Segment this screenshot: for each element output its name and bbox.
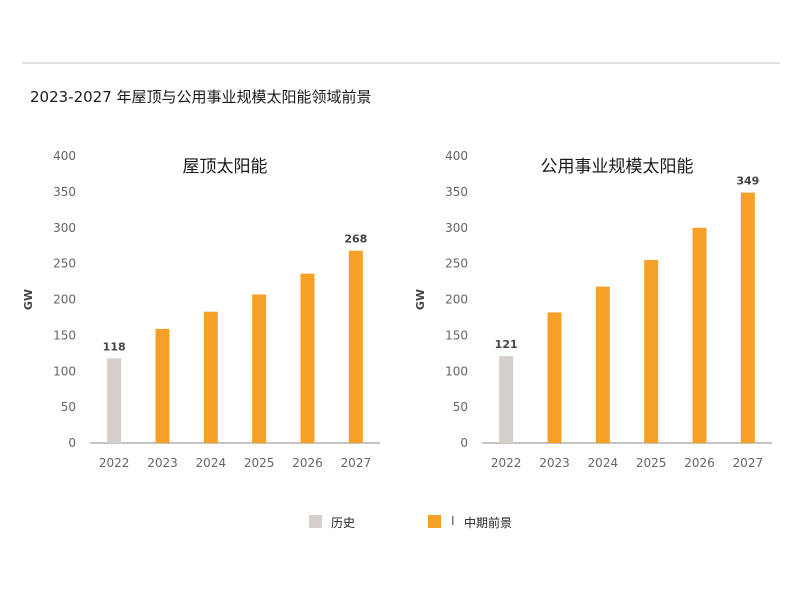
x-tick-label: 2024 [196,456,227,470]
y-tick-label: 300 [445,221,468,235]
rooftop-solar-chart: 屋顶太阳能 GW 0 50 100 150 200 250 300 350 400 118 2022 20… [22,149,380,470]
legend-history-label: 历史 [331,516,356,530]
y-tick-label: 400 [53,149,76,163]
x-tick-label: 2023 [147,456,178,470]
data-label: 349 [736,175,759,188]
data-label: 118 [103,340,126,353]
data-label: 121 [495,338,518,351]
y-tick-label: 200 [53,293,76,307]
bar-2023 [155,328,170,443]
utility-solar-chart: 公用事业规模太阳能 GW 0 50 100 150 200 250 300 350 400 121 20… [414,149,772,470]
top-divider [22,62,780,64]
y-axis-label: GW [414,289,427,310]
y-tick-label: 100 [53,364,76,378]
bar-2027 [348,250,363,443]
x-tick-label: 2024 [588,456,619,470]
y-tick-label: 350 [53,185,76,199]
y-tick-label: 300 [53,221,76,235]
data-label: 268 [344,233,367,246]
legend-history-swatch [309,515,322,528]
y-tick-label: 200 [445,293,468,307]
x-tick-label: 2026 [292,456,323,470]
bar-2024 [595,286,610,443]
bar-2026 [300,273,315,443]
x-tick-label: 2025 [636,456,667,470]
legend-separator: I [451,514,455,528]
bar-2022 [107,358,122,443]
y-tick-label: 0 [68,436,76,450]
y-axis-label: GW [22,289,35,310]
chart-title: 屋顶太阳能 [183,157,268,177]
x-tick-label: 2027 [341,456,372,470]
legend-forecast-swatch [428,515,441,528]
x-tick-label: 2025 [244,456,275,470]
x-tick-label: 2026 [684,456,715,470]
page-title: 2023-2027 年屋顶与公用事业规模太阳能领域前景 [30,88,372,106]
y-tick-label: 400 [445,149,468,163]
x-tick-label: 2027 [733,456,764,470]
y-tick-label: 100 [445,364,468,378]
y-tick-label: 250 [445,257,468,271]
legend-forecast-label: 中期前景 [464,516,513,530]
bar-2025 [252,294,267,443]
x-tick-label: 2022 [491,456,522,470]
bar-2026 [692,227,707,443]
y-tick-label: 50 [61,400,76,414]
bar-2024 [203,311,218,443]
legend: 历史 I 中期前景 [0,513,800,533]
bar-2027 [740,192,755,443]
bar-2025 [644,260,659,443]
y-tick-label: 150 [445,328,468,342]
x-tick-label: 2022 [99,456,130,470]
bar-2022 [499,356,514,443]
y-tick-label: 350 [445,185,468,199]
x-tick-label: 2023 [539,456,570,470]
y-tick-label: 250 [53,257,76,271]
y-tick-label: 150 [53,328,76,342]
y-tick-label: 0 [460,436,468,450]
y-tick-label: 50 [453,400,468,414]
chart-title: 公用事业规模太阳能 [541,157,694,177]
bar-2023 [547,312,562,443]
